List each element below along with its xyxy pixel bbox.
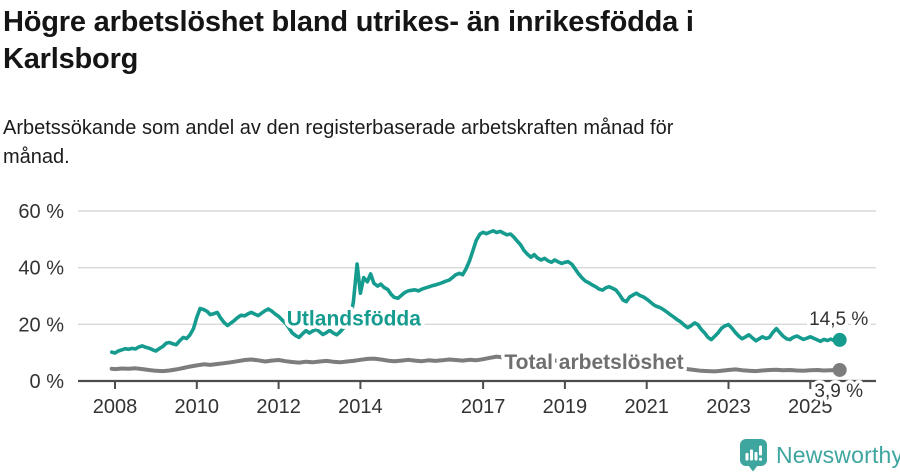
newsworthy-logo[interactable]: Newsworthy	[740, 439, 900, 472]
chart-subtitle-line-2: månad.	[3, 146, 70, 168]
x-axis-tick-label: 2021	[624, 396, 669, 418]
series-label-total-arbetsloshet: Total arbetslöshet	[504, 351, 683, 374]
y-axis-tick-label: 60 %	[18, 201, 64, 223]
series-label-utlandsfodda: Utlandsfödda	[287, 307, 421, 330]
x-axis-tick-label: 2025	[788, 396, 833, 418]
newsworthy-logo-text: Newsworthy	[776, 442, 900, 468]
series-line-total-arbetsloshet	[109, 354, 840, 374]
y-axis-tick-label: 20 %	[18, 314, 64, 336]
x-axis-tick-label: 2017	[461, 396, 506, 418]
x-axis-tick-label: 2023	[706, 396, 751, 418]
page-title: Högre arbetslöshet bland utrikes- än inr…	[3, 4, 855, 78]
end-value-label-total-arbetsloshet: 3,9 %	[814, 381, 863, 402]
x-axis-tick-label: 2008	[93, 396, 138, 418]
page-title-line-2: Karlsborg	[3, 43, 139, 75]
page-title-line-1: Högre arbetslöshet bland utrikes- än inr…	[3, 6, 694, 38]
end-value-label-utlandsfodda: 14,5 %	[809, 309, 868, 330]
x-axis-tick-label: 2019	[543, 396, 588, 418]
chart-subtitle-line-1: Arbetssökande som andel av den registerb…	[3, 117, 674, 139]
y-axis-tick-label: 0 %	[30, 371, 65, 393]
y-axis-tick-label: 40 %	[18, 258, 64, 280]
series-line-utlandsfodda	[109, 229, 840, 355]
chart-subtitle: Arbetssökande som andel av den registerb…	[3, 114, 827, 172]
x-axis-tick-label: 2010	[175, 396, 220, 418]
x-axis-tick-label: 2014	[338, 396, 383, 418]
series-end-dot-utlandsfodda	[832, 332, 847, 347]
series-end-dot-total-arbetsloshet	[832, 362, 847, 377]
bar-chart-speech-bubble-icon	[740, 439, 767, 472]
x-axis-tick-label: 2012	[256, 396, 301, 418]
